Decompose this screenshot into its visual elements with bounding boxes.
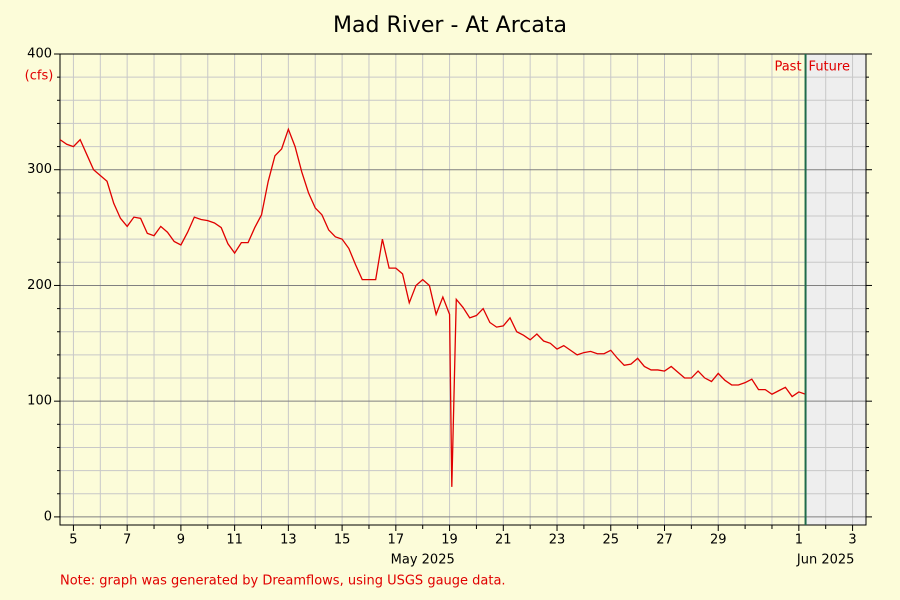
- x-tick-label: 29: [710, 533, 727, 548]
- past-label: Past: [774, 60, 801, 75]
- x-tick-label: 1: [795, 533, 803, 548]
- x-tick-label: 27: [656, 533, 673, 548]
- plot-area: [60, 54, 866, 525]
- x-tick-label: 11: [226, 533, 243, 548]
- x-tick-label: 23: [549, 533, 566, 548]
- note: Note: graph was generated by Dreamflows,…: [60, 574, 506, 589]
- plot-frame: [59, 53, 867, 526]
- flow-line: [59, 127, 806, 487]
- y-tick-label: 300: [27, 162, 52, 177]
- x-tick-label: 21: [495, 533, 512, 548]
- y-tick-label: 400: [27, 47, 52, 62]
- x-tick-label: 15: [334, 533, 351, 548]
- month-label: Jun 2025: [796, 553, 855, 568]
- y-unit-label: (cfs): [25, 69, 54, 84]
- month-label: May 2025: [391, 553, 455, 568]
- y-tick-label: 200: [27, 278, 52, 293]
- x-tick-label: 25: [602, 533, 619, 548]
- chart-title: Mad River - At Arcata: [333, 13, 567, 38]
- x-tick-label: 19: [441, 533, 458, 548]
- future-region: [805, 54, 866, 525]
- x-tick-label: 5: [69, 533, 77, 548]
- y-tick-label: 100: [27, 394, 52, 409]
- x-tick-label: 3: [848, 533, 856, 548]
- future-label: Future: [809, 60, 850, 75]
- x-tick-label: 9: [177, 533, 185, 548]
- x-tick-label: 7: [123, 533, 131, 548]
- x-tick-label: 17: [388, 533, 405, 548]
- y-tick-label: 0: [44, 509, 52, 524]
- x-tick-label: 13: [280, 533, 297, 548]
